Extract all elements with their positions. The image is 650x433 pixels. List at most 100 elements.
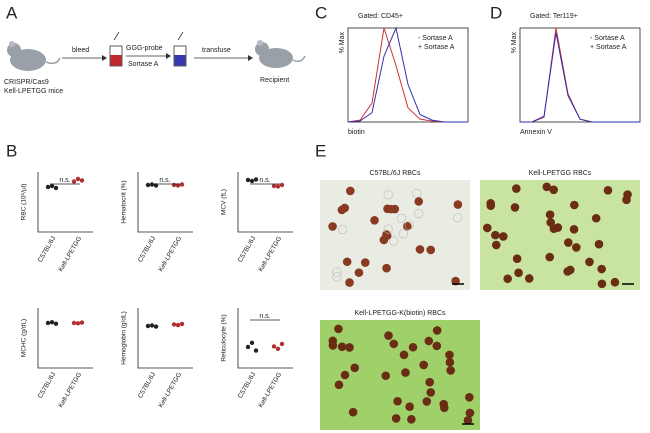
- data-point: [271, 344, 277, 349]
- y-axis-label: Hematocrit (%): [121, 180, 128, 223]
- x-tick-label: Kell-LPETGG: [257, 235, 283, 273]
- legend-entry: + Sortase A: [590, 44, 627, 51]
- cell: [328, 341, 338, 350]
- data-point: [279, 182, 285, 188]
- cell: [399, 350, 409, 360]
- data-point: [279, 341, 285, 347]
- cell: [465, 408, 475, 418]
- step-label: transfuse: [202, 47, 231, 54]
- data-point: [49, 320, 55, 325]
- data-point: [179, 321, 185, 327]
- axis: [137, 172, 193, 233]
- cell: [383, 224, 393, 234]
- cell: [432, 326, 442, 335]
- data-point: [53, 185, 59, 191]
- x-tick-label: C57BL/6J: [137, 371, 157, 399]
- cell: [334, 324, 343, 334]
- histogram-curve: [520, 27, 640, 123]
- x-tick-label: C57BL/6J: [237, 235, 257, 263]
- cell: [384, 331, 393, 340]
- data-point: [175, 183, 181, 188]
- cell: [486, 201, 496, 210]
- cell: [571, 243, 581, 252]
- cell: [425, 377, 434, 387]
- cell: [514, 268, 523, 278]
- x-axis-label: biotin: [348, 129, 365, 136]
- x-tick-label: C57BL/6J: [37, 371, 57, 399]
- data-point: [153, 324, 159, 329]
- cell: [603, 186, 613, 195]
- x-tick-label: Kell-LPETGG: [57, 371, 83, 409]
- cell: [334, 380, 344, 390]
- panel-letter: C: [315, 3, 327, 22]
- cell: [370, 216, 379, 225]
- panel-letter: A: [6, 3, 18, 22]
- cell: [610, 277, 620, 287]
- panel-letter: D: [490, 3, 502, 22]
- cell: [391, 414, 401, 423]
- chart-title: Gated: Ter119+: [530, 13, 578, 20]
- cell: [569, 200, 579, 210]
- cell: [354, 268, 364, 277]
- data-point: [245, 344, 251, 350]
- data-point: [249, 340, 255, 345]
- x-tick-label: Kell-LPETGG: [257, 371, 283, 409]
- data-point: [45, 184, 51, 190]
- cell: [524, 274, 534, 283]
- donor-label: Kell-LPETGG mice: [4, 88, 63, 95]
- cell: [389, 236, 399, 246]
- cell: [419, 360, 428, 370]
- cell: [591, 213, 601, 223]
- data-point: [171, 182, 177, 188]
- y-axis-label: MCHC (g/dL): [21, 319, 28, 357]
- cell: [382, 263, 391, 273]
- x-tick-label: C57BL/6J: [237, 371, 257, 399]
- data-point: [45, 320, 51, 326]
- cell: [408, 342, 418, 352]
- cell: [338, 224, 348, 235]
- donor-mouse: [7, 41, 61, 71]
- recipient-label: Recipient: [260, 77, 289, 84]
- cell: [463, 416, 473, 425]
- cell: [545, 252, 555, 262]
- legend-entry: - Sortase A: [590, 35, 625, 42]
- image-title: C57BL/6J RBCs: [370, 170, 421, 177]
- cell: [622, 195, 631, 205]
- cell: [545, 210, 555, 219]
- cell: [564, 238, 573, 247]
- cell: [404, 220, 414, 230]
- x-tick-label: C57BL/6J: [137, 235, 157, 263]
- data-point: [53, 321, 59, 326]
- axis: [37, 308, 93, 369]
- cell: [569, 225, 579, 234]
- cell: [348, 407, 358, 417]
- data-point: [245, 177, 251, 183]
- data-point: [153, 183, 159, 188]
- data-point: [75, 321, 81, 326]
- data-point: [79, 178, 85, 183]
- data-point: [149, 323, 155, 328]
- cell: [549, 224, 559, 234]
- cell: [381, 371, 391, 381]
- cell: [563, 267, 572, 276]
- axis: [237, 172, 293, 233]
- data-point: [49, 183, 55, 189]
- cell: [453, 200, 463, 209]
- step-label: bleed: [72, 47, 89, 54]
- cell: [439, 399, 448, 409]
- cell: [512, 254, 522, 263]
- x-tick-label: Kell-LPETGG: [57, 235, 83, 273]
- tube-blue: [173, 31, 187, 67]
- cell: [407, 415, 416, 424]
- annotation: n.s.: [259, 313, 270, 320]
- data-point: [275, 346, 281, 351]
- x-tick-label: Kell-LPETGG: [157, 371, 183, 409]
- cell: [386, 204, 396, 214]
- cell: [422, 397, 432, 406]
- cell: [396, 213, 407, 223]
- cell: [512, 184, 521, 193]
- arrow-head: [248, 55, 253, 61]
- cell: [432, 341, 442, 351]
- annotation: n.s.: [259, 177, 270, 184]
